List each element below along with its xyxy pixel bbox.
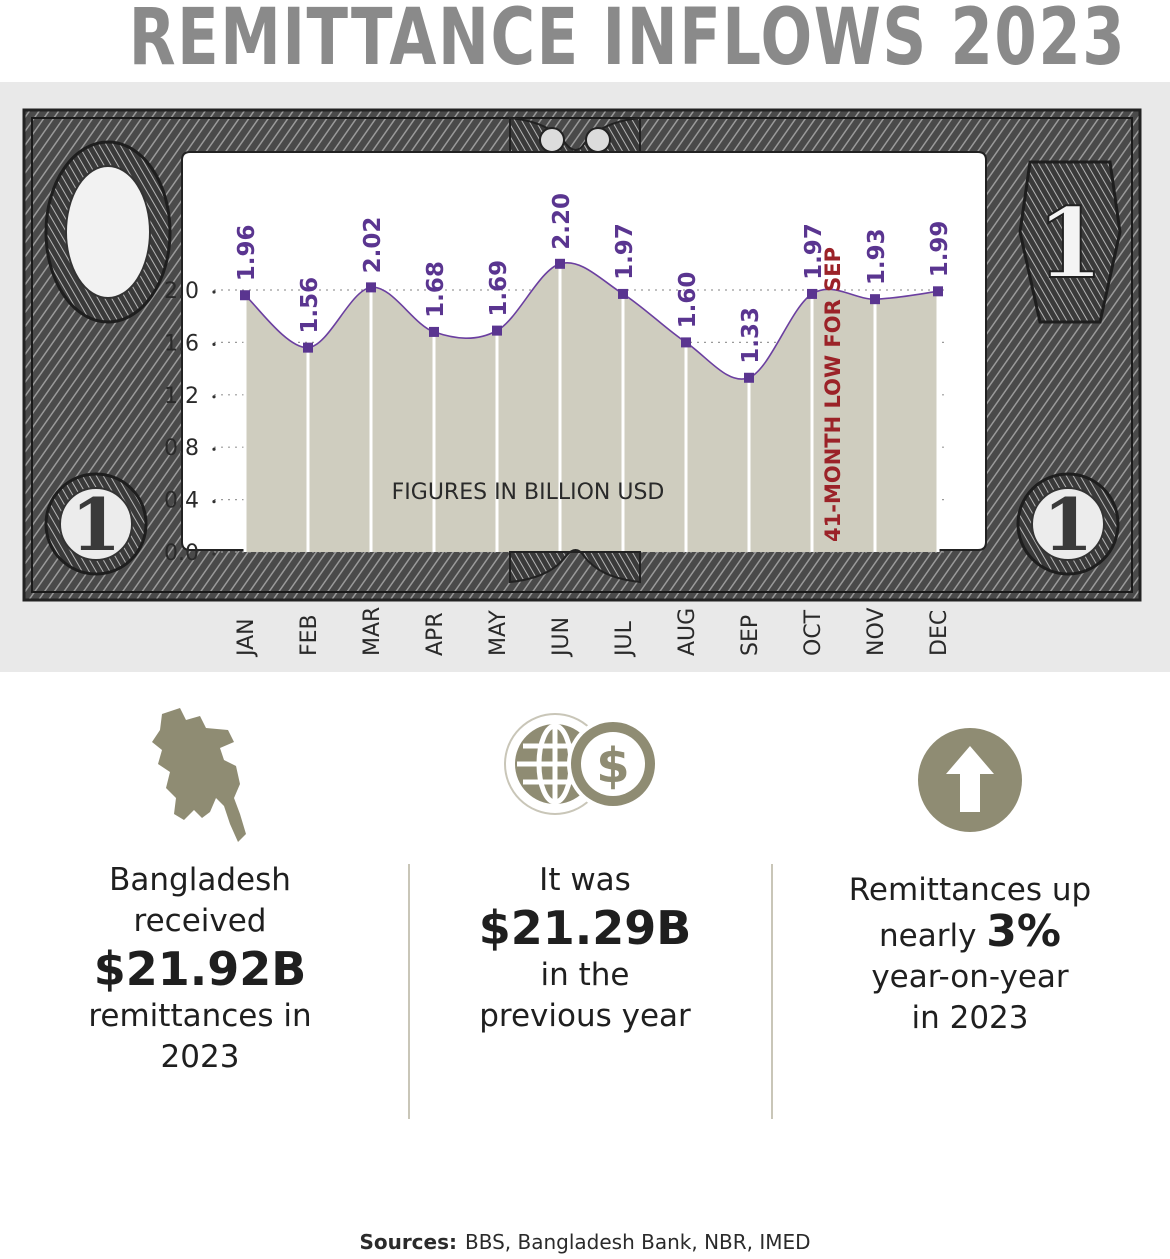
data-point (618, 288, 628, 299)
data-label: 1.99 (927, 221, 953, 278)
annotation-label: 41-MONTH LOW FOR SEP (821, 247, 845, 542)
right-ornament-icon: 1 (1018, 160, 1122, 324)
y-tick-dot (212, 552, 216, 556)
stat2-line2: in the (540, 957, 630, 993)
bottom-left-one-seal-icon: 1 (44, 472, 148, 576)
data-label: 1.68 (423, 261, 449, 318)
data-point (492, 325, 502, 336)
data-point (744, 372, 754, 383)
y-tick-label: 1.6 (164, 331, 199, 356)
x-tick-label: AUG (675, 608, 700, 656)
data-label: 1.96 (234, 224, 260, 281)
svg-text:1: 1 (71, 482, 121, 567)
data-point (870, 294, 880, 305)
data-point (933, 286, 943, 297)
x-tick-label: APR (423, 612, 448, 656)
data-point (240, 290, 250, 301)
stat-previous-year: $ It was $21.29B in the previous year (420, 672, 750, 1142)
data-point (681, 337, 691, 348)
y-tick-label: 1.2 (164, 384, 199, 409)
bottom-right-one-seal-icon: 1 (1016, 472, 1120, 576)
stat1-line2: received (133, 903, 267, 939)
sources-label: Sources: (359, 1230, 458, 1254)
x-tick-label: OCT (801, 609, 826, 656)
svg-text:1: 1 (1043, 482, 1093, 567)
data-label: 2.02 (360, 217, 386, 274)
data-point (366, 282, 376, 293)
bangladesh-map-icon (152, 708, 246, 842)
stat1-line4: 2023 (160, 1039, 240, 1075)
svg-text:1: 1 (1037, 187, 1104, 300)
data-label: 1.97 (801, 223, 827, 280)
x-tick-label: SEP (738, 615, 763, 656)
up-arrow-icon (918, 728, 1022, 832)
data-point (303, 342, 313, 353)
data-label: 1.56 (297, 277, 323, 334)
remittance-chart: 1 1 1 0.0 0.4 0.8 1.2 1.6 2.0 1.96 1.56 2.02 1.68… (22, 108, 1142, 658)
stat3-line4: in 2023 (911, 1000, 1029, 1036)
x-tick-label: NOV (864, 608, 889, 656)
stat-received: Bangladesh received $21.92B remittances … (30, 672, 370, 1142)
x-tick-label: JAN (234, 618, 259, 658)
units-note: FIGURES IN BILLION USD (392, 480, 665, 505)
stat1-line1: Bangladesh (109, 862, 291, 898)
y-tick-dot (212, 290, 216, 294)
stat3-line3: year-on-year (871, 959, 1069, 995)
globe-dollar-icon: $ (504, 713, 659, 815)
y-tick-label: 2.0 (164, 279, 199, 304)
svg-text:$: $ (596, 738, 629, 794)
page-title: REMITTANCE INFLOWS 2023 (128, 0, 1127, 83)
data-label: 1.97 (612, 223, 638, 280)
area-fill (245, 262, 938, 552)
stat2-line1: It was (539, 862, 631, 898)
x-tick-label: MAY (486, 610, 511, 656)
x-tick-label: JUL (612, 620, 637, 658)
y-tick-label: 0.8 (164, 436, 199, 461)
stat3-prefix: nearly (879, 918, 977, 954)
data-label: 1.60 (675, 272, 701, 329)
left-ornament-icon (44, 140, 172, 324)
divider (408, 864, 410, 1119)
data-point (807, 288, 817, 299)
data-label: 1.93 (864, 228, 890, 285)
y-tick-dot (212, 395, 216, 399)
data-point (555, 258, 565, 269)
stat-growth: Remittances up nearly 3% year-on-year in… (790, 672, 1150, 1142)
y-tick-label: 0.0 (164, 541, 199, 566)
bottom-scroll-ornament-icon (509, 549, 641, 584)
x-tick-label: JUN (549, 617, 574, 658)
stat2-line3: previous year (479, 998, 691, 1034)
divider (771, 864, 773, 1119)
x-tick-label: MAR (360, 607, 385, 656)
data-label: 2.20 (549, 193, 575, 250)
data-point (429, 326, 439, 337)
stat3-percent: 3% (986, 906, 1061, 957)
stat3-line1: Remittances up (848, 872, 1092, 908)
x-tick-label: FEB (297, 614, 322, 656)
data-label: 1.33 (738, 307, 764, 364)
summary-stats: Bangladesh received $21.92B remittances … (0, 672, 1170, 1212)
sources-text: BBS, Bangladesh Bank, NBR, IMED (465, 1230, 811, 1254)
y-tick-dot (212, 342, 216, 346)
stat2-amount: $21.29B (478, 901, 692, 955)
y-tick-label: 0.4 (164, 489, 199, 514)
stat1-amount: $21.92B (93, 942, 307, 996)
y-tick-dot (212, 447, 216, 451)
stat1-line3: remittances in (88, 998, 312, 1034)
top-scroll-ornament-icon (509, 116, 641, 153)
y-tick-dot (212, 500, 216, 504)
sources-note: Sources: BBS, Bangladesh Bank, NBR, IMED (0, 1230, 1170, 1254)
data-label: 1.69 (486, 260, 512, 317)
x-tick-label: DEC (927, 610, 952, 656)
